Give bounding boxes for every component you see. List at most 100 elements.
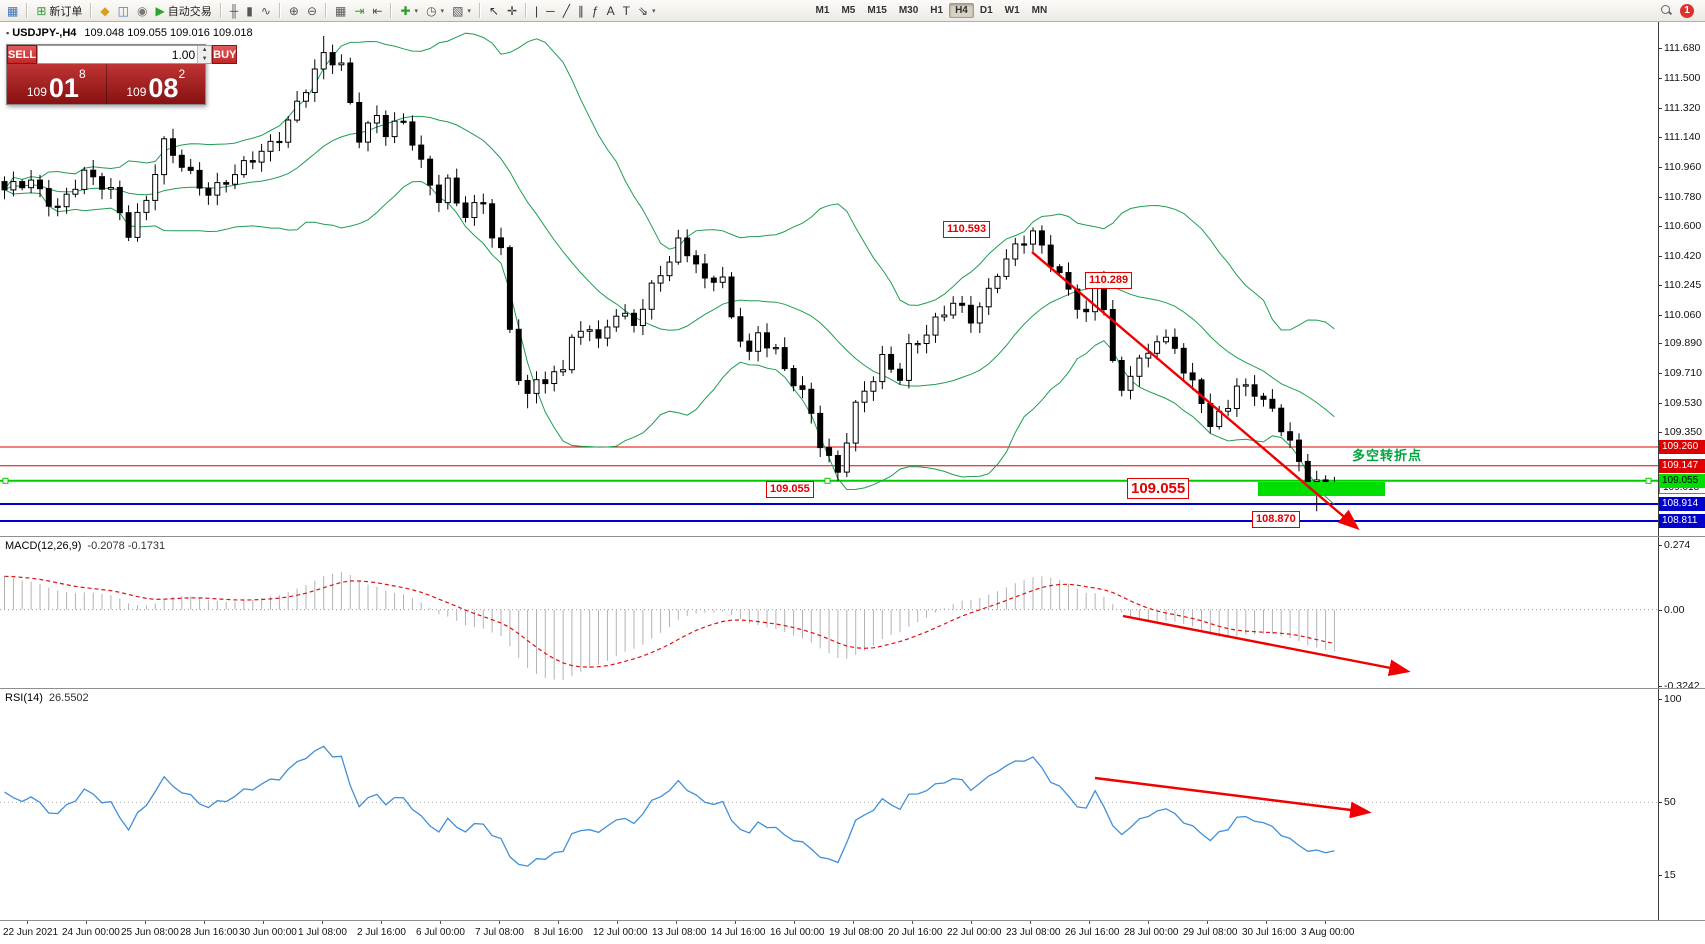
axis-tick <box>1659 48 1662 50</box>
navigator-button[interactable]: ◉ <box>133 2 151 20</box>
price-axis-label: 111.140 <box>1664 131 1701 144</box>
time-tick <box>322 921 323 924</box>
line-handle[interactable] <box>1645 477 1652 484</box>
zoom-in-button[interactable]: ⊕ <box>285 2 303 20</box>
bar-chart-mode-button[interactable]: ╫ <box>226 2 243 20</box>
rsi-axis-label: 100 <box>1664 693 1682 706</box>
main-chart-panel[interactable]: ▪ USDJPY-,H4 109.048 109.055 109.016 109.0… <box>0 22 1658 536</box>
notification-badge[interactable]: 1 <box>1680 3 1694 18</box>
time-axis-label: 8 Jul 16:00 <box>534 927 583 938</box>
annotation-text[interactable]: 多空转折点 <box>1352 448 1423 463</box>
timeframe-m5-button[interactable]: M5 <box>841 5 856 16</box>
macd-panel[interactable]: MACD(12,26,9) -0.2078 -0.1731 <box>0 537 1658 688</box>
timeframe-d1-button[interactable]: D1 <box>979 5 993 16</box>
sell-button[interactable]: SELL <box>7 45 38 64</box>
new-order-button[interactable]: ⊞ 新订单 <box>32 2 86 20</box>
timeframe-m15-button[interactable]: M15 <box>867 5 887 16</box>
text-button[interactable]: A <box>603 2 619 20</box>
autotrading-button[interactable]: ▶ 自动交易 <box>151 2 215 20</box>
timeframe-mn-button[interactable]: MN <box>1031 5 1048 16</box>
templates-button[interactable]: ▧ ▾ <box>448 2 475 20</box>
timeframe-m1-button[interactable]: M1 <box>815 5 830 16</box>
crosshair-button[interactable]: ✛ <box>503 2 521 20</box>
time-tick <box>204 921 205 924</box>
price-callout-109.055[interactable]: 109.055 <box>1127 478 1190 499</box>
zoom-out-button[interactable]: ⊖ <box>303 2 321 20</box>
text-label-button[interactable]: T <box>619 2 634 20</box>
rsi-panel[interactable]: RSI(14) 26.5502 <box>0 689 1658 920</box>
time-tick <box>1325 921 1326 924</box>
macd-chart[interactable] <box>0 537 1658 688</box>
line-chart-mode-button[interactable]: ∿ <box>257 2 275 20</box>
time-tick <box>381 921 382 924</box>
periods-button[interactable]: ◷ ▾ <box>422 2 448 20</box>
cursor-button[interactable]: ↖ <box>485 2 503 20</box>
axis-tick <box>1659 78 1662 79</box>
app-menu-button[interactable]: ▦ <box>3 2 22 20</box>
auto-scroll-button[interactable]: ⇥ <box>350 2 368 20</box>
market-watch-button[interactable]: ◫ <box>114 2 133 20</box>
chart-shift-button[interactable]: ⇤ <box>368 2 386 20</box>
line-handle[interactable] <box>2 477 9 484</box>
time-tick <box>1148 921 1149 924</box>
search-icon[interactable] <box>1661 5 1672 16</box>
timeframe-h1-button[interactable]: H1 <box>930 5 944 16</box>
buy-price[interactable]: 109 08 2 <box>107 64 206 104</box>
volume-input[interactable] <box>38 46 198 63</box>
vertical-line-button[interactable]: | <box>531 2 542 20</box>
price-axis-label: 109.530 <box>1664 396 1702 409</box>
time-tick <box>853 921 854 924</box>
price-callout-110.289[interactable]: 110.289 <box>1085 272 1133 289</box>
ohlc-values: 109.048 109.055 109.016 109.018 <box>84 27 253 39</box>
time-axis-label: 7 Jul 08:00 <box>475 927 524 938</box>
buy-price-pip: 2 <box>178 67 186 81</box>
timeframe-m30-button[interactable]: M30 <box>898 5 919 16</box>
time-axis[interactable]: 22 Jun 2021 24 Jun 00:00 25 Jun 08:00 28 Ju… <box>0 920 1705 944</box>
buy-button[interactable]: BUY <box>212 45 238 64</box>
new-order-label: 新订单 <box>49 5 83 18</box>
rsi-name: RSI(14) <box>5 692 43 704</box>
timeframe-h4-button[interactable]: H4 <box>949 3 974 18</box>
time-axis-label: 20 Jul 16:00 <box>888 927 943 938</box>
indicators-button[interactable]: ✚ ▾ <box>396 2 422 20</box>
time-axis-label: 22 Jul 00:00 <box>947 927 1002 938</box>
horizontal-line-button[interactable]: ─ <box>542 2 559 20</box>
volume-spinner: ▲ ▼ <box>197 46 212 63</box>
line-handle[interactable] <box>824 477 831 484</box>
time-tick <box>440 921 441 924</box>
shapes-button[interactable]: ⇘ ▾ <box>634 2 660 20</box>
volume-decrease-button[interactable]: ▼ <box>198 54 212 63</box>
trendline-button[interactable]: ╱ <box>559 2 574 20</box>
rsi-chart[interactable] <box>0 689 1658 920</box>
time-tick <box>86 921 87 924</box>
axis-tick <box>1659 226 1662 228</box>
volume-increase-button[interactable]: ▲ <box>198 46 212 55</box>
price-axis[interactable]: 111.680 111.500 111.320 111.140 110.960 110.7… <box>1658 22 1705 920</box>
time-axis-label: 30 Jul 16:00 <box>1242 927 1297 938</box>
channel-button[interactable]: ∥ <box>574 2 588 20</box>
panel-separator[interactable] <box>0 688 1705 689</box>
candlestick-mode-button[interactable]: ▮ <box>242 2 257 20</box>
price-callout-109.055[interactable]: 109.055 <box>766 481 814 498</box>
auto-scroll-icon: ⇥ <box>354 3 365 18</box>
axis-tick <box>1659 107 1662 109</box>
panel-separator[interactable] <box>0 536 1705 537</box>
rsi-axis-label: 50 <box>1664 796 1676 809</box>
profiles-button[interactable]: ◆ <box>96 2 113 20</box>
price-callout-110.593[interactable]: 110.593 <box>943 221 991 238</box>
axis-tick <box>1659 284 1662 286</box>
sell-price[interactable]: 109 01 8 <box>7 64 107 104</box>
indicators-dropdown-icon: ▾ <box>414 7 419 15</box>
tile-windows-button[interactable]: ▦ <box>331 2 350 20</box>
timeframe-w1-button[interactable]: W1 <box>1004 5 1020 16</box>
text-label-icon: T <box>622 3 630 18</box>
time-axis-label: 25 Jun 08:00 <box>121 927 179 938</box>
price-callout-108.870[interactable]: 108.870 <box>1252 511 1300 528</box>
fibonacci-button[interactable]: ƒ <box>588 2 603 20</box>
price-chart[interactable] <box>0 22 1658 536</box>
panel-separator[interactable] <box>0 920 1705 921</box>
chart-info: ▪ USDJPY-,H4 109.048 109.055 109.016 109.0… <box>6 27 253 39</box>
time-axis-label: 14 Jul 16:00 <box>711 927 766 938</box>
time-axis-label: 28 Jun 16:00 <box>180 927 238 938</box>
axis-tick <box>1659 137 1662 139</box>
